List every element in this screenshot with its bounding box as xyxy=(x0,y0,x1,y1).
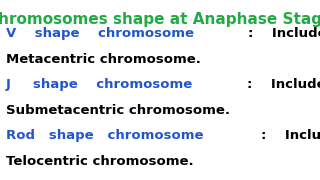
Text: V    shape    chromosome: V shape chromosome xyxy=(6,27,194,40)
Text: Metacentric chromosome.: Metacentric chromosome. xyxy=(6,53,201,66)
Text: :    Includes: : Includes xyxy=(260,129,320,142)
Text: :    Includes: : Includes xyxy=(247,78,320,91)
Text: Telocentric chromosome.: Telocentric chromosome. xyxy=(6,155,193,168)
Text: J     shape    chromosome: J shape chromosome xyxy=(6,78,193,91)
Text: Rod   shape   chromosome: Rod shape chromosome xyxy=(6,129,203,142)
Text: Submetacentric chromosome.: Submetacentric chromosome. xyxy=(6,104,230,117)
Text: Chromosomes shape at Anaphase Stage: Chromosomes shape at Anaphase Stage xyxy=(0,12,320,27)
Text: :    Includes: : Includes xyxy=(248,27,320,40)
